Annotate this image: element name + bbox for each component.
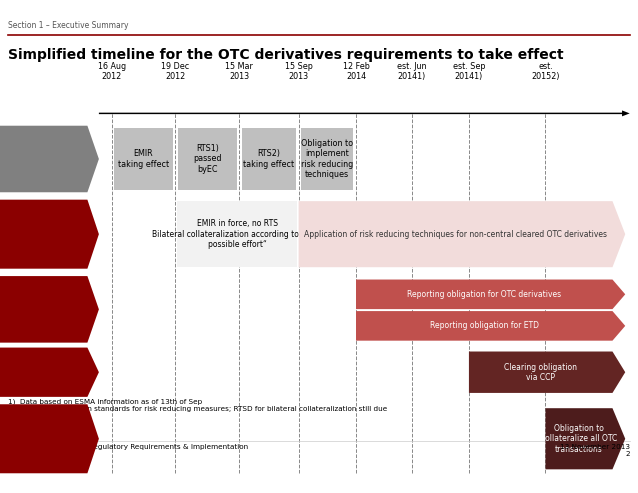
Text: est. Sep
20141): est. Sep 20141) <box>453 62 485 81</box>
Polygon shape <box>0 348 99 397</box>
Text: 16 Aug
2012: 16 Aug 2012 <box>98 62 126 81</box>
Text: Reporting obligation for ETD: Reporting obligation for ETD <box>430 321 538 330</box>
Polygon shape <box>299 201 625 267</box>
Text: 12 Feb
2014: 12 Feb 2014 <box>343 62 369 81</box>
Polygon shape <box>0 276 99 343</box>
Text: Simplified timeline for the OTC derivatives requirements to take effect: Simplified timeline for the OTC derivati… <box>8 48 563 62</box>
Text: Clearing: Clearing <box>16 367 63 377</box>
Polygon shape <box>0 404 99 473</box>
Polygon shape <box>356 280 625 309</box>
Polygon shape <box>0 126 99 192</box>
FancyBboxPatch shape <box>242 128 296 190</box>
Text: 2)  Technical regulation standards for risk reducing measures; RTSD for bilatera: 2) Technical regulation standards for ri… <box>8 405 387 412</box>
Text: Reporting: Reporting <box>12 304 67 315</box>
Text: RTS1)
passed
byEC: RTS1) passed byEC <box>193 144 221 174</box>
FancyBboxPatch shape <box>178 128 237 190</box>
Polygon shape <box>545 408 625 469</box>
Text: EMIR
taking effect: EMIR taking effect <box>118 149 169 169</box>
Polygon shape <box>356 311 625 341</box>
Text: Application of risk reducing techniques for non-central cleared OTC derivatives: Application of risk reducing techniques … <box>304 230 607 239</box>
FancyBboxPatch shape <box>177 201 297 267</box>
FancyArrow shape <box>99 110 630 116</box>
Text: EMIR Status Update • Regulatory Requirements & Implementation
PwC: EMIR Status Update • Regulatory Requirem… <box>8 444 248 457</box>
Text: 19 Dec
2012: 19 Dec 2012 <box>161 62 189 81</box>
FancyBboxPatch shape <box>301 128 353 190</box>
Text: 1)  Data based on ESMA information as of 13th of Sep: 1) Data based on ESMA information as of … <box>8 398 202 405</box>
Text: 13 November 2013
2: 13 November 2013 2 <box>560 444 630 457</box>
Text: Reporting obligation for OTC derivatives: Reporting obligation for OTC derivatives <box>407 290 561 299</box>
Text: 15 Mar
2013: 15 Mar 2013 <box>225 62 253 81</box>
Text: Milestone: Milestone <box>12 154 66 164</box>
Text: Obligation to
collateralize all OTC
transactions: Obligation to collateralize all OTC tran… <box>541 424 617 454</box>
Text: est. Jun
20141): est. Jun 20141) <box>397 62 426 81</box>
FancyBboxPatch shape <box>114 128 173 190</box>
Text: est.
20152): est. 20152) <box>531 62 560 81</box>
Text: Risk
reducing
techniques: Risk reducing techniques <box>11 219 68 249</box>
Polygon shape <box>0 200 99 269</box>
Text: RTS2)
taking effect: RTS2) taking effect <box>243 149 295 169</box>
Text: Bilateral
Collaterali-
zation: Bilateral Collaterali- zation <box>11 424 68 454</box>
Text: Obligation to
implement
risk reducing
techniques: Obligation to implement risk reducing te… <box>301 139 353 179</box>
Text: Section 1 – Executive Summary: Section 1 – Executive Summary <box>8 21 128 30</box>
Text: Clearing obligation
via CCP: Clearing obligation via CCP <box>504 362 577 382</box>
Text: 15 Sep
2013: 15 Sep 2013 <box>285 62 313 81</box>
Polygon shape <box>469 352 625 393</box>
Text: EMIR in force, no RTS
Bilateral collateralization according to „best
possible ef: EMIR in force, no RTS Bilateral collater… <box>152 219 322 249</box>
